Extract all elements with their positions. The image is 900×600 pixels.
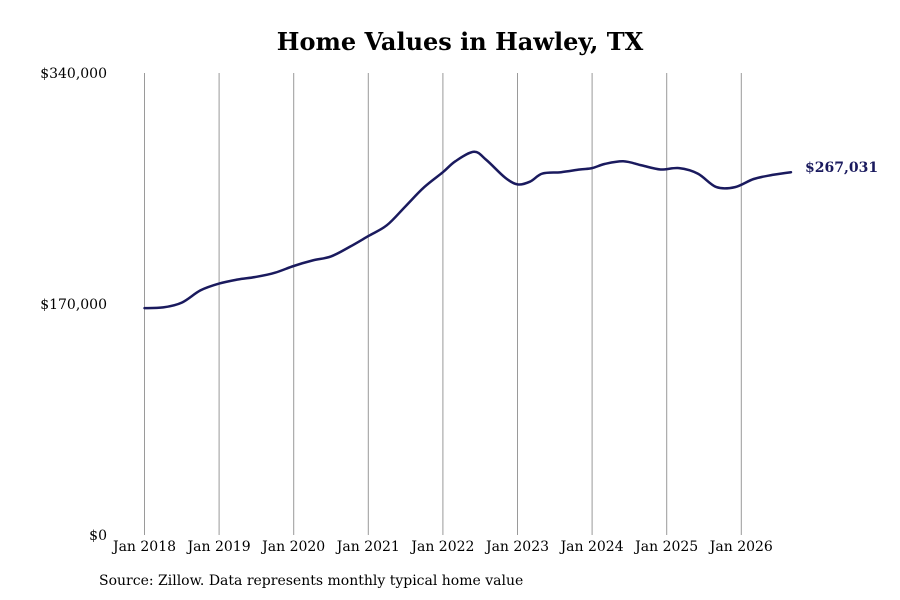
x-tick-label: Jan 2022 [409, 539, 474, 555]
y-tick-label: $0 [89, 528, 107, 544]
x-tick-label: Jan 2025 [633, 539, 698, 555]
y-tick-label: $340,000 [40, 66, 107, 82]
chart-title: Home Values in Hawley, TX [276, 27, 644, 56]
x-tick-label: Jan 2023 [484, 539, 549, 555]
x-tick-label: Jan 2024 [559, 539, 624, 555]
x-tick-label: Jan 2018 [111, 539, 176, 555]
x-tick-label: Jan 2019 [186, 539, 251, 555]
y-tick-label: $170,000 [40, 297, 107, 313]
x-tick-label: Jan 2021 [335, 539, 400, 555]
x-tick-label: Jan 2026 [708, 539, 773, 555]
end-value-label: $267,031 [805, 160, 878, 176]
series-line [143, 150, 793, 310]
x-tick-label: Jan 2020 [260, 539, 325, 555]
source-note: Source: Zillow. Data represents monthly … [99, 573, 524, 589]
